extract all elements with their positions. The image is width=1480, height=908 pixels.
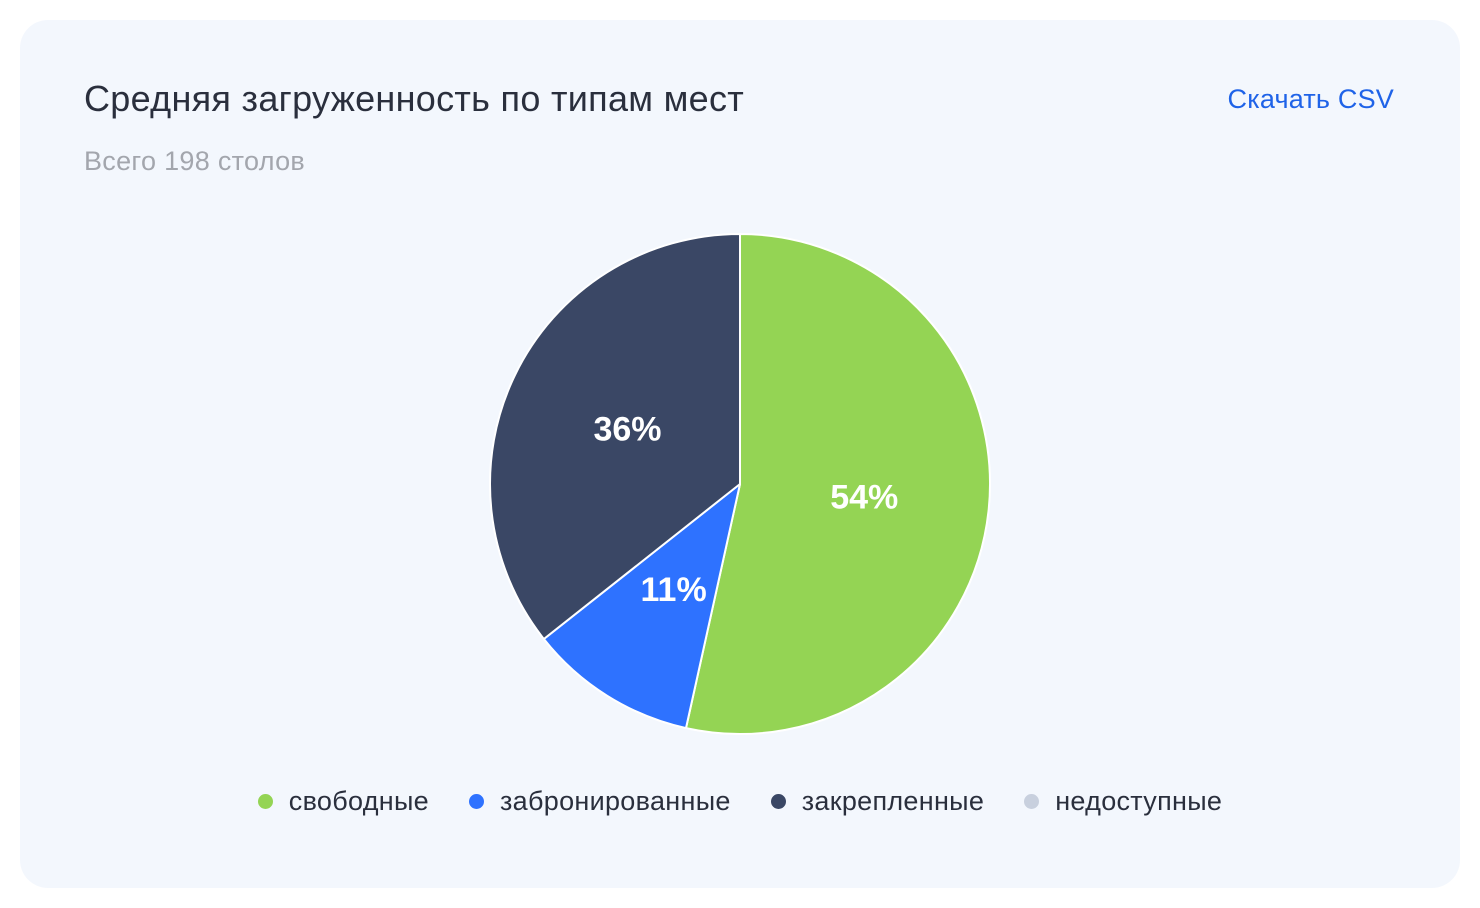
- legend-label: забронированные: [500, 786, 731, 816]
- pie-chart: 54% 11% 36%: [489, 233, 991, 735]
- legend-label: свободные: [288, 786, 429, 816]
- slice-value-label: 36%: [593, 411, 661, 449]
- slice-value-label: 54%: [830, 479, 898, 517]
- legend-item[interactable]: свободные: [257, 786, 429, 817]
- legend-dot-icon: [469, 794, 484, 809]
- chart-title: Средняя загруженность по типам мест: [84, 78, 745, 119]
- chart-card: Средняя загруженность по типам мест Всег…: [20, 20, 1460, 888]
- pie-slice-3[interactable]: [489, 233, 741, 641]
- chart-subtitle: Всего 198 столов: [84, 146, 306, 176]
- chart-legend: свободные забронированные закрепленные недо…: [20, 786, 1460, 817]
- legend-item[interactable]: недоступные: [1024, 786, 1222, 817]
- legend-label: закрепленные: [801, 786, 985, 816]
- legend-item[interactable]: закрепленные: [770, 786, 985, 817]
- download-csv-link[interactable]: Скачать CSV: [1227, 84, 1394, 114]
- legend-dot-icon: [770, 794, 786, 809]
- slice-value-label: 11%: [641, 571, 707, 609]
- legend-label: недоступные: [1055, 786, 1223, 816]
- pie-slice-1[interactable]: [684, 233, 991, 735]
- legend-dot-icon: [257, 794, 273, 809]
- legend-item[interactable]: забронированные: [469, 786, 731, 817]
- legend-dot-icon: [1024, 794, 1040, 809]
- pie-slice-2[interactable]: [542, 483, 741, 730]
